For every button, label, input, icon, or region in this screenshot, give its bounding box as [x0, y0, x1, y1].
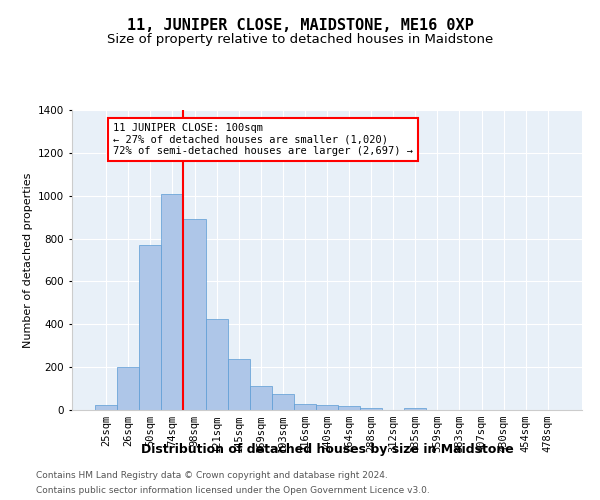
- Bar: [404, 408, 427, 410]
- Bar: [95, 404, 117, 410]
- Bar: [227, 358, 250, 410]
- Y-axis label: Number of detached properties: Number of detached properties: [23, 172, 32, 348]
- Text: Contains HM Land Registry data © Crown copyright and database right 2024.: Contains HM Land Registry data © Crown c…: [36, 471, 388, 480]
- Bar: [161, 194, 184, 410]
- Bar: [250, 386, 272, 410]
- Bar: [139, 245, 161, 410]
- Bar: [117, 367, 139, 410]
- Bar: [338, 406, 360, 410]
- Bar: [272, 394, 294, 410]
- Text: Contains public sector information licensed under the Open Government Licence v3: Contains public sector information licen…: [36, 486, 430, 495]
- Bar: [294, 404, 316, 410]
- Text: 11 JUNIPER CLOSE: 100sqm
← 27% of detached houses are smaller (1,020)
72% of sem: 11 JUNIPER CLOSE: 100sqm ← 27% of detach…: [113, 123, 413, 156]
- Text: 11, JUNIPER CLOSE, MAIDSTONE, ME16 0XP: 11, JUNIPER CLOSE, MAIDSTONE, ME16 0XP: [127, 18, 473, 32]
- Bar: [206, 319, 227, 410]
- Bar: [360, 408, 382, 410]
- Text: Size of property relative to detached houses in Maidstone: Size of property relative to detached ho…: [107, 32, 493, 46]
- Bar: [316, 404, 338, 410]
- Text: Distribution of detached houses by size in Maidstone: Distribution of detached houses by size …: [140, 442, 514, 456]
- Bar: [184, 220, 206, 410]
